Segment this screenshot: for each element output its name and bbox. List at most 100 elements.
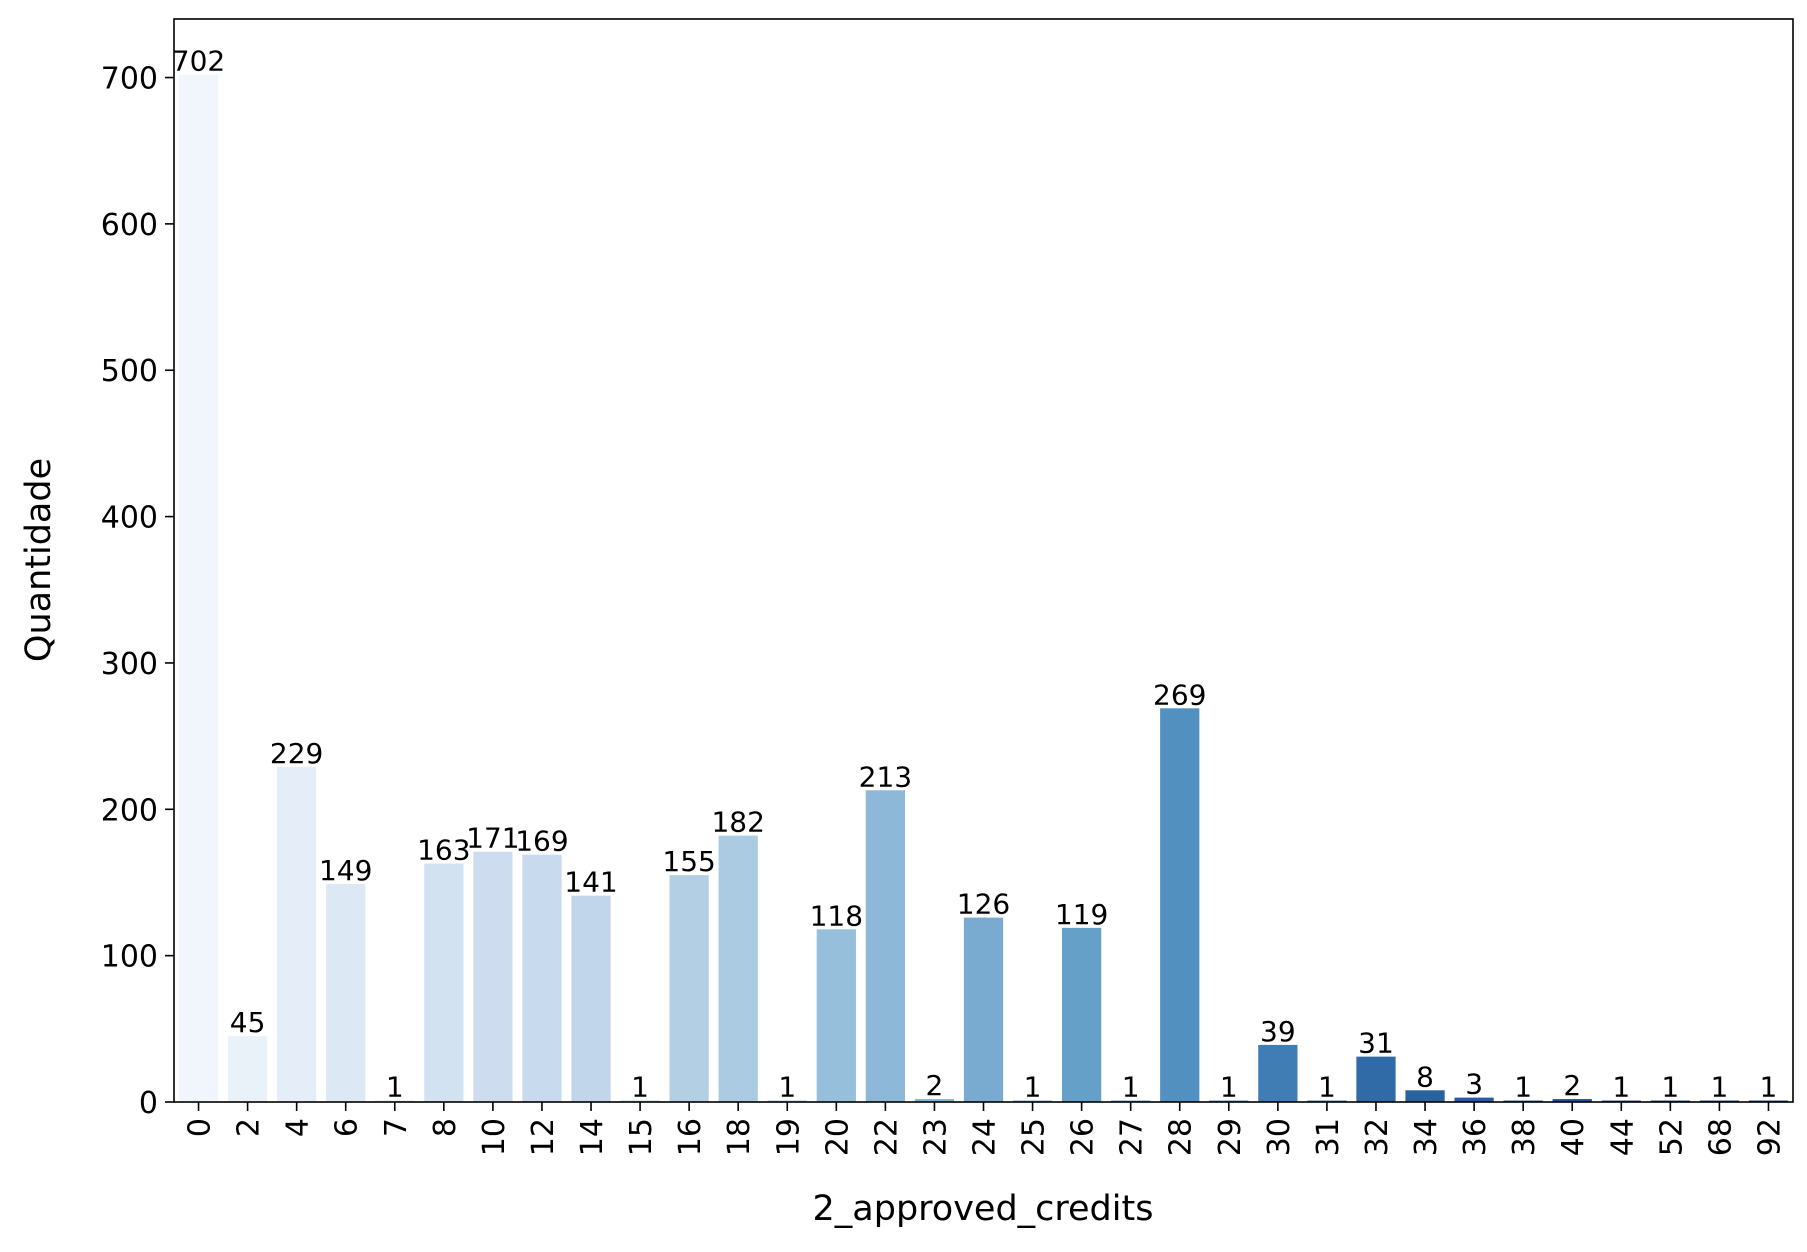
data-label-40: 2 (1563, 1069, 1581, 1102)
y-tick-label-300: 300 (101, 647, 158, 682)
y-tick-label-200: 200 (101, 793, 158, 828)
bar-20 (816, 929, 856, 1102)
bar-26 (1062, 927, 1102, 1102)
data-label-34: 8 (1416, 1060, 1434, 1093)
data-label-44: 1 (1612, 1071, 1630, 1104)
x-tick-label-24: 24 (968, 1118, 1003, 1156)
x-tick-label-38: 38 (1507, 1118, 1542, 1156)
data-label-14: 141 (564, 866, 617, 899)
bar-4 (277, 766, 317, 1102)
data-label-24: 126 (957, 888, 1010, 921)
data-label-26: 119 (1055, 898, 1108, 931)
x-tick-label-44: 44 (1605, 1118, 1640, 1156)
bar-14 (571, 895, 611, 1102)
y-tick-label-600: 600 (101, 208, 158, 243)
x-tick-label-28: 28 (1164, 1118, 1199, 1156)
data-label-7: 1 (386, 1071, 404, 1104)
bar-30 (1258, 1044, 1298, 1102)
y-tick-label-700: 700 (101, 62, 158, 97)
x-tick-label-40: 40 (1556, 1118, 1591, 1156)
bar-0 (178, 74, 219, 1103)
x-tick-label-29: 29 (1213, 1118, 1248, 1156)
x-tick-label-16: 16 (673, 1118, 708, 1156)
x-tick-label-19: 19 (771, 1118, 806, 1156)
data-label-10: 171 (466, 822, 519, 855)
data-label-52: 1 (1661, 1071, 1679, 1104)
data-label-25: 1 (1024, 1071, 1042, 1104)
data-label-32: 31 (1358, 1027, 1394, 1060)
x-tick-label-0: 0 (183, 1118, 218, 1137)
data-label-23: 2 (926, 1069, 944, 1102)
bar-23 (914, 1099, 955, 1102)
x-tick-label-92: 92 (1752, 1118, 1787, 1156)
y-axis: 0 100 200 300 400 500 600 700 (101, 62, 174, 1121)
x-tick-label-14: 14 (575, 1118, 610, 1156)
data-label-8: 163 (417, 833, 470, 866)
data-label-38: 1 (1514, 1071, 1532, 1104)
x-tick-label-20: 20 (820, 1118, 855, 1156)
bar-40 (1552, 1099, 1592, 1102)
x-tick-label-4: 4 (281, 1118, 316, 1137)
x-tick-label-2: 2 (232, 1118, 267, 1137)
x-tick-label-8: 8 (428, 1118, 463, 1137)
x-tick-label-18: 18 (722, 1118, 757, 1156)
x-tick-label-30: 30 (1262, 1118, 1297, 1156)
y-tick-label-400: 400 (101, 501, 158, 536)
bar-22 (865, 790, 905, 1102)
y-tick-label-0: 0 (139, 1086, 158, 1121)
bar-8 (424, 863, 464, 1102)
bar-6 (326, 883, 366, 1102)
data-label-92: 1 (1760, 1071, 1778, 1104)
bar-16 (669, 875, 709, 1102)
data-label-6: 149 (319, 854, 372, 887)
bar-18 (718, 835, 758, 1102)
x-tick-label-32: 32 (1360, 1118, 1395, 1156)
data-label-68: 1 (1710, 1071, 1728, 1104)
data-labels-group: 7024522914911631711691411155182111821321… (172, 45, 1778, 1104)
x-axis-title: 2_approved_credits (813, 1189, 1154, 1229)
data-label-16: 155 (662, 845, 715, 878)
y-tick-label-100: 100 (101, 940, 158, 975)
data-label-36: 3 (1465, 1068, 1483, 1101)
bar-2 (227, 1036, 268, 1102)
data-label-2: 45 (230, 1006, 266, 1039)
y-axis-title: Quantidade (19, 458, 59, 662)
x-tick-label-12: 12 (526, 1118, 561, 1156)
x-tick-label-36: 36 (1458, 1118, 1493, 1156)
bar-36 (1454, 1097, 1494, 1102)
bar-32 (1356, 1056, 1396, 1102)
bars-group (178, 74, 1789, 1103)
data-label-31: 1 (1318, 1071, 1336, 1104)
x-tick-label-23: 23 (918, 1118, 953, 1156)
bar-24 (963, 917, 1004, 1102)
bar-28 (1160, 708, 1200, 1102)
data-label-29: 1 (1220, 1071, 1238, 1104)
data-label-0: 702 (172, 45, 225, 78)
bar-12 (522, 854, 562, 1102)
x-tick-label-6: 6 (330, 1118, 365, 1137)
data-label-30: 39 (1260, 1015, 1296, 1048)
bar-10 (473, 851, 513, 1102)
x-tick-label-34: 34 (1409, 1118, 1444, 1156)
data-label-27: 1 (1122, 1071, 1140, 1104)
x-tick-label-27: 27 (1115, 1118, 1150, 1156)
data-label-12: 169 (515, 825, 568, 858)
data-label-4: 229 (270, 737, 323, 770)
data-label-28: 269 (1153, 678, 1206, 711)
data-label-20: 118 (810, 899, 863, 932)
x-tick-label-7: 7 (379, 1118, 414, 1137)
x-tick-label-52: 52 (1654, 1118, 1689, 1156)
data-label-22: 213 (859, 760, 912, 793)
x-tick-label-10: 10 (477, 1118, 512, 1156)
x-tick-label-68: 68 (1703, 1118, 1738, 1156)
x-tick-label-15: 15 (624, 1118, 659, 1156)
data-label-15: 1 (631, 1071, 649, 1104)
bar-34 (1405, 1090, 1445, 1102)
x-tick-label-25: 25 (1017, 1118, 1052, 1156)
x-tick-label-22: 22 (869, 1118, 904, 1156)
y-tick-label-500: 500 (101, 354, 158, 389)
x-axis: 0 2 4 6 7 8 10 12 14 15 16 18 19 20 22 23 24 25 26 27 28 29 30… (183, 1102, 1787, 1156)
x-tick-label-31: 31 (1311, 1118, 1346, 1156)
data-label-19: 1 (778, 1071, 796, 1104)
